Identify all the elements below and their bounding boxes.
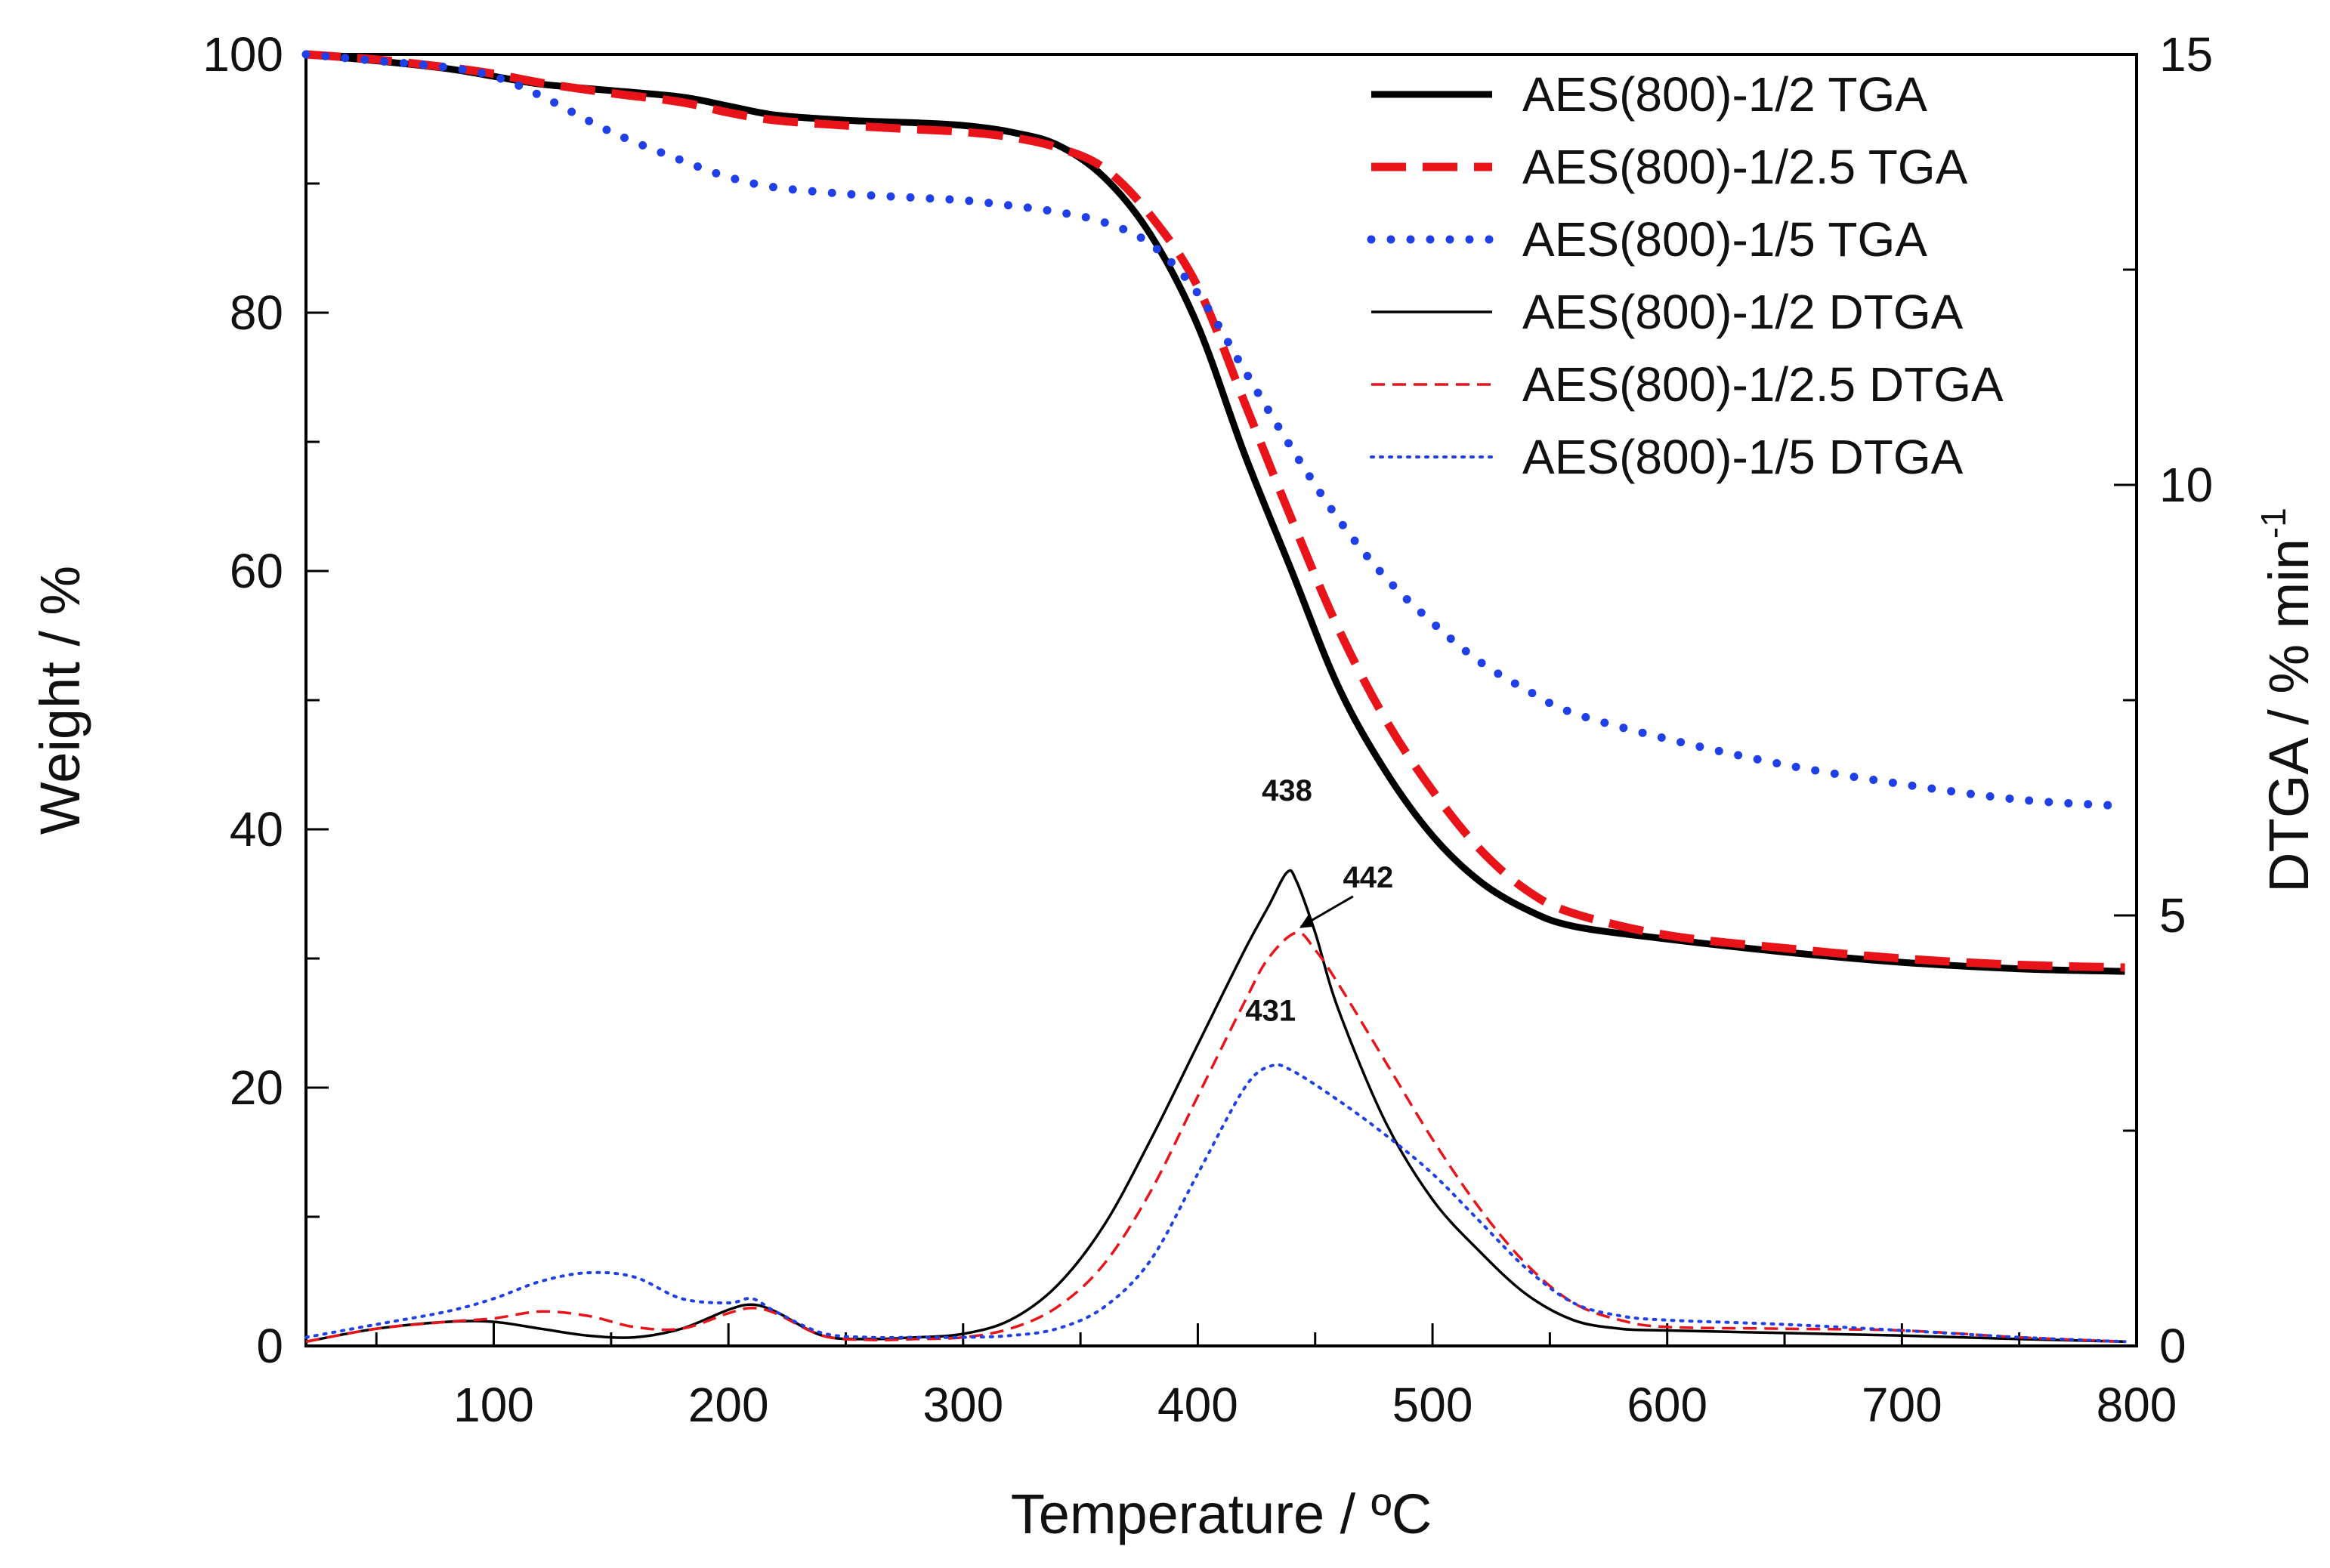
left-y-tick-label: 60 — [230, 544, 283, 598]
right-y-tick-label: 15 — [2159, 27, 2213, 82]
left-y-axis-ticks: 0 20 40 60 80 100 — [202, 27, 329, 1373]
right-y-axis-title-main: DTGA / % min — [2257, 539, 2320, 893]
peak-annotations: 438 442 431 — [1245, 774, 1393, 1028]
series-line-aes-800-1-5-dtga — [304, 1063, 2127, 1344]
right-y-tick-label: 5 — [2159, 888, 2186, 943]
left-y-axis-title: Weight / % — [29, 566, 91, 835]
peak-arrow-head — [1299, 914, 1315, 928]
x-tick-label: 300 — [922, 1378, 1003, 1432]
legend-label-3: AES(800)-1/5 TGA — [1522, 212, 1927, 267]
peak-label-438: 438 — [1262, 774, 1312, 807]
right-y-tick-label: 0 — [2159, 1319, 2186, 1373]
legend-label-2: AES(800)-1/2.5 TGA — [1522, 140, 1968, 194]
right-y-axis-title-superscript: -1 — [2254, 508, 2293, 539]
series-line-aes-800-1-2-dtga — [305, 869, 2125, 1344]
x-tick-label: 100 — [453, 1378, 534, 1432]
series-line-aes-800-1-2-5-tga — [305, 50, 2125, 972]
left-y-tick-label: 100 — [202, 27, 283, 82]
legend-label-1: AES(800)-1/2 TGA — [1522, 67, 1927, 122]
x-tick-label: 200 — [688, 1378, 769, 1432]
peak-label-431: 431 — [1245, 995, 1296, 1028]
left-y-tick-label: 20 — [230, 1060, 283, 1115]
x-tick-label: 700 — [1862, 1378, 1942, 1432]
left-y-tick-label: 0 — [256, 1319, 283, 1373]
legend-label-4: AES(800)-1/2 DTGA — [1522, 285, 1964, 339]
left-y-tick-label: 40 — [230, 802, 283, 857]
right-y-tick-label: 10 — [2159, 458, 2213, 512]
x-axis-title: Temperature / ºC — [1011, 1483, 1432, 1545]
legend-label-6: AES(800)-1/5 DTGA — [1522, 430, 1964, 484]
legend-label-5: AES(800)-1/2.5 DTGA — [1522, 357, 2004, 412]
peak-label-442: 442 — [1343, 861, 1394, 894]
legend: AES(800)-1/2 TGA AES(800)-1/2.5 TGA AES(80… — [1367, 67, 2004, 484]
x-tick-label: 400 — [1157, 1378, 1238, 1432]
right-y-axis-ticks: 0 5 10 15 — [2114, 27, 2213, 1373]
left-y-tick-label: 80 — [230, 286, 283, 340]
series-line-aes-800-1-2-5-dtga — [305, 931, 2125, 1344]
x-axis-ticks: 100 200 300 400 500 600 700 800 — [375, 1323, 2177, 1432]
x-tick-label: 800 — [2097, 1378, 2177, 1432]
right-y-axis-title: DTGA / % min-1 — [2254, 508, 2320, 893]
x-tick-label: 600 — [1627, 1378, 1707, 1432]
x-tick-label: 500 — [1392, 1378, 1473, 1432]
series-layer — [301, 50, 2129, 1344]
